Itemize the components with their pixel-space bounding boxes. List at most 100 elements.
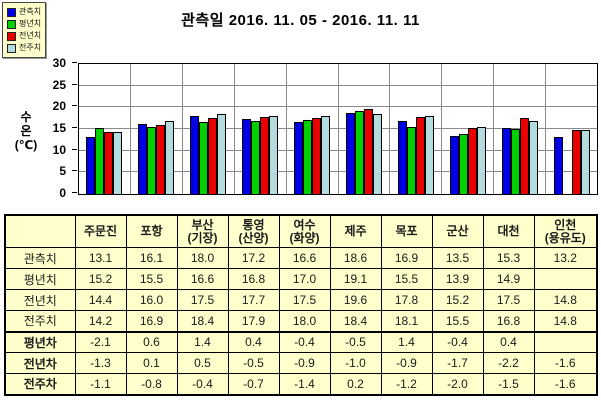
- table-cell: [533, 330, 598, 353]
- bar: [528, 121, 538, 194]
- bar-group-2: [131, 64, 183, 194]
- bar-group-8: [442, 64, 495, 194]
- table-cell: 1.4: [176, 330, 229, 353]
- y-axis: 0 5 10 15 20 25 30: [0, 57, 77, 199]
- bar: [553, 136, 563, 194]
- table-cell: 17.5: [176, 289, 229, 311]
- table-cell: 18.4: [329, 310, 382, 332]
- bar: [501, 127, 511, 194]
- table-cell: 14.4: [74, 289, 127, 311]
- table-cell: 0.5: [176, 352, 229, 374]
- bar: [406, 126, 416, 194]
- table-cell: 0.1: [125, 352, 178, 374]
- table-cell: 13.5: [431, 247, 484, 269]
- table-cell: 14.8: [533, 289, 598, 311]
- table-cell: 15.5: [380, 268, 433, 290]
- row-label: 전주치: [4, 310, 76, 332]
- bar: [354, 111, 364, 194]
- y-tick-label: 10: [52, 142, 66, 157]
- y-tick-mark: [72, 170, 77, 172]
- bar: [156, 124, 166, 194]
- y-tick-mark: [72, 62, 77, 63]
- legend-label: 평년치: [19, 19, 42, 28]
- table-cell: -0.4: [278, 330, 331, 353]
- legend-item: 관측치: [7, 6, 41, 18]
- legend-swatch-icon: [7, 7, 16, 17]
- bar-group-5: [287, 64, 339, 194]
- table-row: 전주치 14.2 16.9 18.4 17.9 18.0 18.4 18.1 15.5 16.8 1…: [4, 310, 598, 332]
- bar: [345, 113, 355, 194]
- table-cell: 16.6: [278, 247, 331, 269]
- table-cell: 15.5: [431, 310, 484, 332]
- y-tick-mark: [72, 83, 77, 85]
- bar: [86, 137, 96, 194]
- y-tick-label: 30: [52, 56, 66, 70]
- table-cell: 0.4: [227, 330, 280, 353]
- bar: [467, 128, 477, 194]
- table-cell: -1.6: [533, 352, 598, 374]
- bar-group-4: [235, 64, 287, 194]
- bar: [519, 118, 529, 194]
- y-tick-label: 5: [59, 164, 66, 179]
- table-header-row: 주문진 포항 부산 (기장) 통영 (산양) 여수 (화양) 제주 목포 군산 대천 인천 (용유…: [4, 214, 598, 248]
- y-tick-mark: [72, 127, 77, 128]
- plot-area: [78, 63, 598, 195]
- row-label: 전주차: [4, 373, 76, 395]
- table-cell: 16.0: [125, 289, 178, 311]
- legend-item: 전년치: [7, 30, 41, 42]
- bar: [415, 116, 425, 194]
- table-cell: 17.5: [278, 289, 331, 311]
- table-cell: 14.2: [74, 310, 127, 332]
- table-cell: -0.5: [227, 352, 280, 374]
- table-cell: -1.2: [380, 373, 433, 395]
- table-cell: -0.9: [380, 352, 433, 374]
- table-cell: 18.0: [176, 247, 229, 269]
- legend-label: 전년치: [19, 31, 42, 40]
- y-tick-label: 0: [59, 186, 66, 200]
- table-cell: -0.7: [227, 373, 280, 395]
- chart-title: 관측일 2016. 11. 05 - 2016. 11. 11: [181, 12, 420, 29]
- y-tick-mark: [72, 192, 77, 193]
- table-cell: 15.3: [482, 247, 535, 269]
- bar: [208, 118, 218, 194]
- table-cell: -1.5: [482, 373, 535, 395]
- table-cell: -1.6: [533, 373, 598, 395]
- bar-group-7: [390, 64, 443, 194]
- table-cell: 18.6: [329, 247, 382, 269]
- column-header: 인천 (용유도): [533, 214, 598, 248]
- row-label: 전년차: [4, 352, 76, 374]
- bar: [190, 116, 200, 194]
- table-cell: 17.0: [278, 268, 331, 290]
- table-cell: 19.1: [329, 268, 382, 290]
- table-cell: 16.8: [482, 310, 535, 332]
- y-tick-label: 25: [52, 77, 66, 92]
- table-cell: 1.4: [380, 330, 433, 353]
- table-cell: 16.6: [176, 268, 229, 290]
- bar: [113, 132, 123, 194]
- bar: [363, 109, 373, 194]
- table-cell: 16.9: [380, 247, 433, 269]
- row-label: 평년차: [4, 330, 76, 353]
- bar: [476, 126, 486, 194]
- legend-item: 전주치: [7, 42, 41, 54]
- table-cell: 17.9: [227, 310, 280, 332]
- legend-swatch-icon: [7, 19, 16, 29]
- bar: [165, 120, 175, 194]
- bar-group-1: [79, 64, 131, 194]
- bar: [510, 129, 520, 194]
- table-cell: 0.2: [329, 373, 382, 395]
- bar: [312, 118, 322, 194]
- table-cell: -1.0: [329, 352, 382, 374]
- table-cell: 13.2: [533, 247, 598, 269]
- table-cell: 13.1: [74, 247, 127, 269]
- bar: [449, 135, 459, 194]
- bar: [321, 116, 331, 194]
- column-header: 여수 (화양): [278, 214, 331, 248]
- table-head: 주문진 포항 부산 (기장) 통영 (산양) 여수 (화양) 제주 목포 군산 대천 인천 (용유…: [4, 214, 598, 248]
- y-tick-mark: [72, 105, 77, 107]
- table-cell: 18.4: [176, 310, 229, 332]
- table-cell: -1.4: [278, 373, 331, 395]
- column-header: 군산: [431, 214, 484, 248]
- column-header: 목포: [380, 214, 433, 248]
